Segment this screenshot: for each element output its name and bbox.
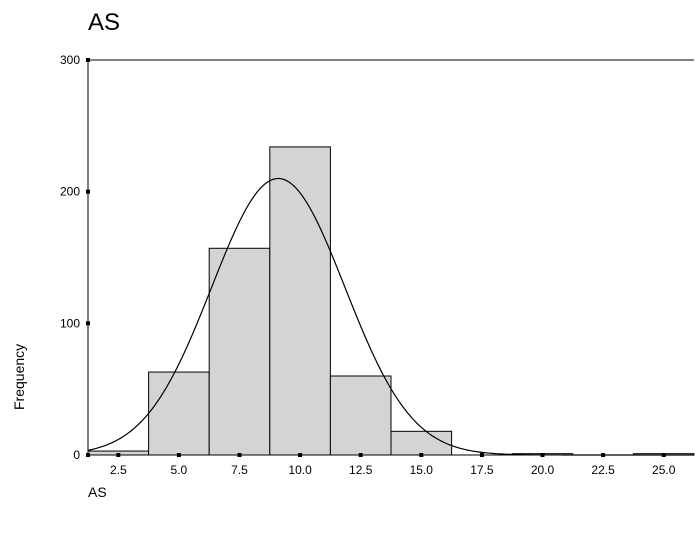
x-tick-label-2: 7.5 <box>231 463 248 477</box>
y-tick-mark-0 <box>86 453 90 457</box>
y-tick-label-2: 200 <box>60 185 80 199</box>
x-tick-label-5: 15.0 <box>410 463 434 477</box>
x-tick-mark-1 <box>176 453 181 457</box>
bar-3 <box>269 146 331 456</box>
x-axis-label: AS <box>88 484 107 500</box>
bar-4 <box>329 375 392 456</box>
x-tick-mark-6 <box>479 453 484 457</box>
x-tick-label-8: 22.5 <box>591 463 615 477</box>
chart-title: AS <box>88 9 120 36</box>
y-tick-mark-2 <box>86 189 90 194</box>
x-tick-label-4: 12.5 <box>349 463 373 477</box>
x-tick-mark-0 <box>116 453 121 457</box>
x-tick-mark-8 <box>601 453 606 457</box>
bar-5 <box>390 430 453 456</box>
y-tick-label-1: 100 <box>60 316 80 330</box>
x-tick-label-1: 5.0 <box>171 463 188 477</box>
y-axis-label: Frequency <box>11 344 27 410</box>
x-tick-mark-5 <box>419 453 424 457</box>
bars-group <box>87 146 695 456</box>
axes-group <box>87 59 694 456</box>
bar-2 <box>208 247 271 456</box>
x-tick-mark-9 <box>661 453 666 457</box>
x-tick-mark-7 <box>540 453 545 457</box>
x-ticks-group: 2.5 5.0 7.5 10.0 12.5 15.0 17.5 20.0 22.5 25.0 <box>110 453 676 477</box>
y-tick-label-3: 300 <box>60 53 80 67</box>
x-tick-label-3: 10.0 <box>288 463 312 477</box>
bar-1 <box>148 371 210 456</box>
y-tick-label-0: 0 <box>73 448 80 462</box>
y-tick-mark-1 <box>86 321 90 326</box>
x-tick-mark-4 <box>358 453 363 457</box>
y-tick-mark-3 <box>86 58 90 62</box>
x-tick-label-7: 20.0 <box>531 463 555 477</box>
x-tick-mark-3 <box>298 453 303 457</box>
x-tick-label-6: 17.5 <box>470 463 494 477</box>
x-tick-mark-2 <box>237 453 242 457</box>
x-tick-label-0: 2.5 <box>110 463 127 477</box>
x-tick-label-9: 25.0 <box>652 463 676 477</box>
y-ticks-group: 0 100 200 300 <box>60 53 90 462</box>
